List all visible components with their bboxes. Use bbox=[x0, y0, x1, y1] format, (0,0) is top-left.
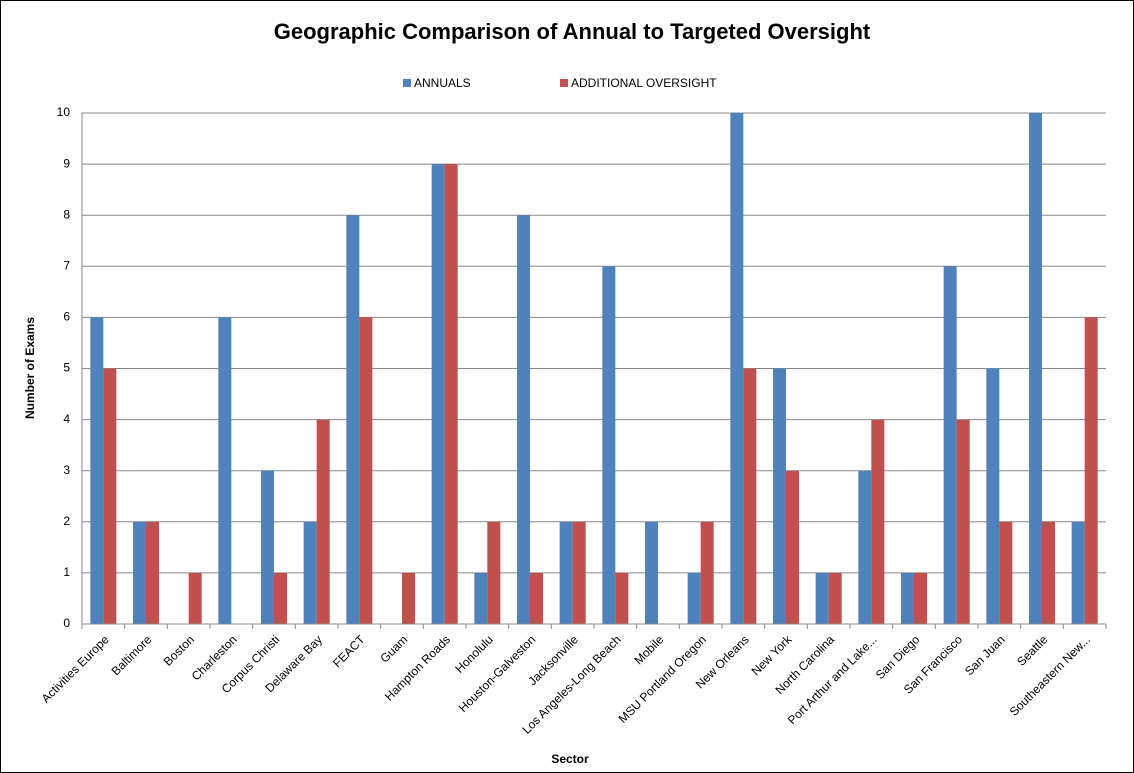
bar bbox=[188, 572, 202, 624]
bar bbox=[1042, 521, 1055, 624]
legend-swatch bbox=[403, 79, 411, 87]
bar bbox=[444, 164, 458, 624]
bar bbox=[572, 521, 586, 624]
bar bbox=[999, 521, 1013, 624]
bar bbox=[316, 419, 330, 624]
bar bbox=[730, 113, 744, 624]
y-axis-title: Number of Exams bbox=[23, 317, 37, 419]
bar bbox=[871, 419, 885, 624]
bar bbox=[828, 572, 842, 624]
bar bbox=[956, 419, 970, 624]
x-axis-title: Sector bbox=[551, 752, 589, 766]
bar bbox=[559, 521, 573, 624]
y-tick-label: 3 bbox=[63, 463, 70, 477]
y-tick-label: 0 bbox=[63, 616, 70, 630]
bar bbox=[359, 317, 373, 624]
bar bbox=[986, 368, 1000, 624]
bar bbox=[773, 368, 786, 624]
bar bbox=[1029, 113, 1042, 624]
y-tick-label: 9 bbox=[63, 156, 70, 170]
bar bbox=[786, 470, 799, 624]
bar bbox=[402, 572, 415, 624]
y-tick-label: 10 bbox=[57, 105, 71, 119]
bar bbox=[303, 521, 317, 624]
bar bbox=[1084, 317, 1098, 624]
bar bbox=[943, 266, 957, 624]
bar bbox=[901, 572, 914, 624]
y-tick-label: 4 bbox=[63, 412, 70, 426]
bar bbox=[858, 470, 872, 624]
legend-label: ANNUALS bbox=[414, 76, 471, 90]
bar bbox=[517, 215, 530, 624]
y-tick-label: 1 bbox=[63, 565, 70, 579]
bar bbox=[1071, 521, 1085, 624]
legend-swatch bbox=[560, 79, 568, 87]
y-tick-label: 5 bbox=[63, 361, 70, 375]
bar bbox=[645, 521, 658, 624]
bar bbox=[146, 521, 159, 624]
bar bbox=[474, 572, 488, 624]
y-tick-label: 7 bbox=[63, 258, 70, 272]
bar bbox=[261, 470, 274, 624]
bar bbox=[743, 368, 757, 624]
bar bbox=[103, 368, 117, 624]
bar bbox=[218, 317, 232, 624]
bar bbox=[700, 521, 714, 624]
bar bbox=[487, 521, 501, 624]
bar bbox=[530, 572, 543, 624]
bar bbox=[431, 164, 445, 624]
bar bbox=[90, 317, 104, 624]
chart-title: Geographic Comparison of Annual to Targe… bbox=[274, 19, 871, 44]
bar bbox=[914, 572, 927, 624]
y-tick-label: 2 bbox=[63, 514, 70, 528]
bar bbox=[274, 572, 287, 624]
legend-label: ADDITIONAL OVERSIGHT bbox=[571, 76, 717, 90]
bar bbox=[346, 215, 360, 624]
bar bbox=[687, 572, 701, 624]
y-tick-label: 8 bbox=[63, 207, 70, 221]
bar bbox=[602, 266, 616, 624]
bar bbox=[815, 572, 829, 624]
bar bbox=[133, 521, 146, 624]
bar bbox=[615, 572, 629, 624]
y-tick-label: 6 bbox=[63, 310, 70, 324]
